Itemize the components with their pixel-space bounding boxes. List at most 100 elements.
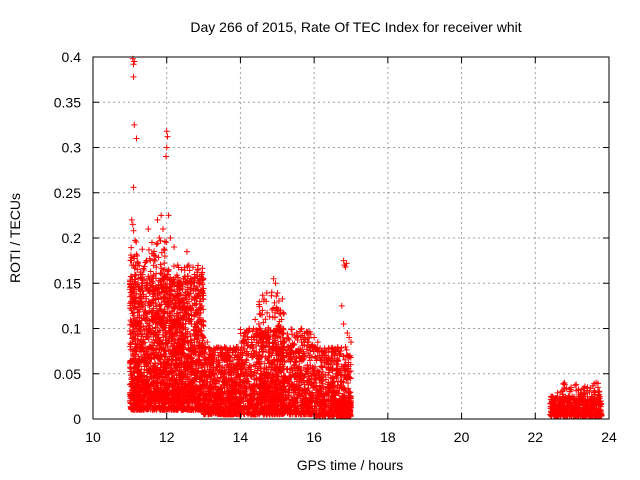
data-point [193, 307, 200, 314]
data-point [221, 379, 228, 386]
data-point [212, 383, 219, 390]
data-point [187, 351, 194, 358]
data-point [140, 397, 147, 404]
data-point [173, 310, 180, 317]
data-point [160, 367, 167, 374]
data-point [184, 263, 191, 270]
data-point [185, 384, 192, 391]
data-point [137, 327, 144, 334]
data-point [158, 249, 165, 256]
data-point [144, 327, 151, 334]
data-point [209, 358, 216, 365]
data-point [196, 378, 203, 385]
data-point [131, 265, 138, 272]
data-point [226, 353, 233, 360]
data-point [165, 347, 172, 354]
data-point [128, 358, 135, 365]
data-point [218, 384, 225, 391]
data-point [155, 296, 162, 303]
data-point [139, 280, 146, 287]
data-point [135, 260, 142, 267]
data-point [156, 404, 163, 411]
data-point [232, 352, 239, 359]
data-point [133, 390, 140, 397]
data-point [149, 406, 156, 413]
data-point [212, 376, 219, 383]
data-point [178, 360, 185, 367]
data-point [168, 287, 175, 294]
chart-title: Day 266 of 2015, Rate Of TEC Index for r… [190, 19, 521, 35]
data-point [171, 347, 178, 354]
data-point [174, 290, 181, 297]
data-point [137, 392, 144, 399]
data-point [251, 369, 258, 376]
data-point [166, 304, 173, 311]
data-point [156, 403, 163, 410]
data-point [285, 357, 292, 364]
data-point [127, 392, 134, 399]
data-point [131, 253, 138, 260]
data-point [151, 331, 158, 338]
data-points [126, 55, 605, 420]
data-point [230, 369, 237, 376]
data-point [188, 354, 195, 361]
data-point [160, 406, 167, 413]
data-point [225, 403, 232, 410]
data-point [134, 330, 141, 337]
data-point [157, 261, 164, 268]
data-point [196, 293, 203, 300]
data-point [163, 239, 170, 246]
data-point [127, 293, 134, 300]
data-point [144, 360, 151, 367]
data-point [191, 271, 198, 278]
data-point [185, 291, 192, 298]
data-point [179, 316, 186, 323]
data-point [138, 341, 145, 348]
data-point [168, 325, 175, 332]
data-point [167, 298, 174, 305]
data-point [171, 280, 178, 287]
data-point [177, 371, 184, 378]
data-point [138, 366, 145, 373]
data-point [147, 344, 154, 351]
data-point [158, 396, 165, 403]
data-point [161, 247, 168, 254]
data-point [136, 323, 143, 330]
data-point [181, 310, 188, 317]
data-point [217, 398, 224, 405]
data-point [191, 336, 198, 343]
data-point [155, 277, 162, 284]
data-point [189, 368, 196, 375]
data-point [202, 395, 209, 402]
data-point [127, 381, 134, 388]
data-point [274, 305, 281, 312]
data-point [224, 383, 231, 390]
data-point [198, 373, 205, 380]
data-point [172, 367, 179, 374]
data-point [185, 310, 192, 317]
data-point [187, 345, 194, 352]
data-point [201, 377, 208, 384]
data-point [127, 282, 134, 289]
data-point [135, 309, 142, 316]
data-point [201, 403, 208, 410]
data-point [175, 351, 182, 358]
data-point [299, 342, 306, 349]
data-point [200, 285, 207, 292]
data-point [203, 369, 210, 376]
data-point [171, 397, 178, 404]
data-point [157, 270, 164, 277]
data-point [176, 285, 183, 292]
data-point [172, 380, 179, 387]
data-point [154, 291, 161, 298]
data-point [156, 375, 163, 382]
data-point [274, 289, 281, 296]
data-point [130, 312, 137, 319]
data-point [149, 381, 156, 388]
data-point [163, 329, 170, 336]
data-point [180, 389, 187, 396]
data-point [249, 328, 256, 335]
data-point [170, 263, 177, 270]
data-point [164, 295, 171, 302]
data-point [195, 390, 202, 397]
